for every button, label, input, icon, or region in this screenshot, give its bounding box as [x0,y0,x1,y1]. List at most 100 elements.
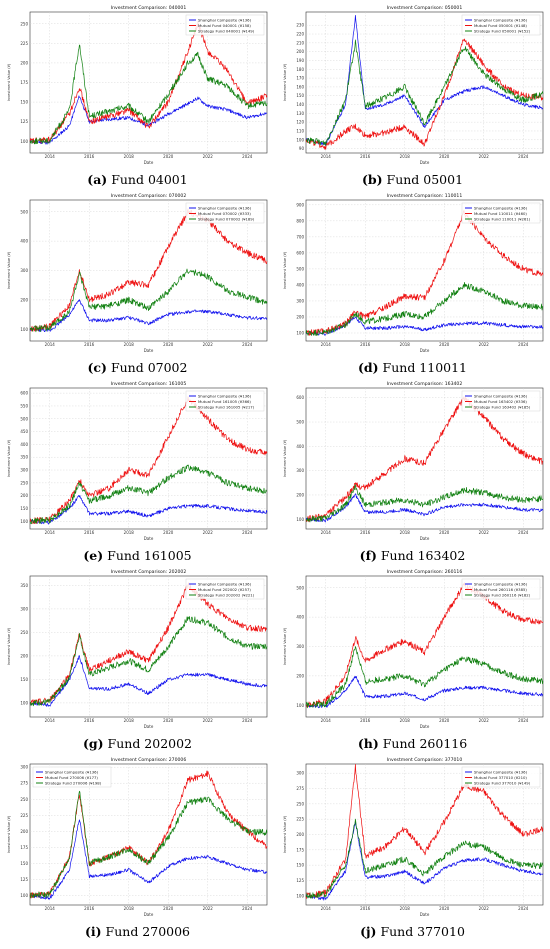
x-tick-label: 2016 [360,154,371,159]
legend-entry-2: Mutual Fund 260116 (¥385) [474,587,527,592]
series-line-1 [305,14,544,147]
series-line-1 [29,655,268,707]
legend-entry-3: Strategy Fund 163402 (¥185) [474,404,531,409]
y-axis-label: Investment Value (¥) [7,815,11,853]
x-tick-label: 2024 [242,718,253,723]
legend-entry-3: Strategy Fund 161005 (¥217) [198,404,255,409]
x-tick-label: 2018 [400,342,411,347]
x-tick-label: 2018 [400,154,411,159]
y-tick-label: 140 [296,102,304,107]
caption-h: (h) Fund 260116 [357,736,468,751]
legend-entry-1: Shanghai Composite (¥136) [198,17,252,22]
chart-panel-f: 100 200 300 400 500 600 2014 2016 2018 2020 2022 20… [280,378,546,543]
x-tick-label: 2022 [203,530,214,535]
y-tick-label: 190 [296,58,304,63]
y-tick-label: 200 [20,829,28,834]
y-tick-label: 600 [296,250,304,255]
y-tick-label: 300 [20,468,28,473]
legend-box [461,14,541,36]
legend-entry-1: Shanghai Composite (¥136) [45,769,99,774]
y-tick-label: 200 [20,297,28,302]
y-tick-label: 125 [20,877,28,882]
y-axis-label: Investment Value (¥) [7,439,11,477]
x-tick-label: 2020 [439,718,450,723]
series-line-2 [305,582,544,708]
legend-entry-3: Strategy Fund 270006 (¥198) [45,780,102,785]
y-tick-label: 100 [20,893,28,898]
plot-area [305,199,544,342]
y-tick-label: 100 [296,893,304,898]
y-tick-label: 300 [20,606,28,611]
series-line-3 [305,39,544,146]
chart-panel-e: 100 150 200 250 300 350 400 450 500 550 600 2014 201… [4,378,270,543]
y-tick-label: 900 [296,202,304,207]
x-tick-label: 2022 [479,906,490,911]
legend-box [461,202,541,224]
caption-i: (i) Fund 270006 [84,924,191,939]
chart-title: Investment Comparison: 377010 [387,757,463,763]
legend: Shanghai Composite (¥136)Mutual Fund 202… [185,578,265,600]
x-tick-label: 2014 [321,154,332,159]
y-tick-label: 300 [20,268,28,273]
chart-title: Investment Comparison: 110011 [387,193,463,199]
x-tick-label: 2022 [479,154,490,159]
y-tick-label: 600 [296,395,304,400]
chart-panel-a: 100 125 150 175 200 225 250 2014 2016 2018 2020 202… [4,2,270,167]
series-line-3 [305,484,544,523]
y-axis-label: Investment Value (¥) [7,627,11,665]
series-line-2 [305,764,544,899]
x-tick-label: 2014 [45,906,56,911]
legend-entry-2: Mutual Fund 377010 (¥210) [474,775,527,780]
y-tick-label: 275 [20,781,28,786]
y-tick-label: 200 [296,673,304,678]
y-tick-label: 170 [296,76,304,81]
y-tick-label: 200 [20,493,28,498]
y-tick-label: 400 [20,239,28,244]
legend: Shanghai Composite (¥136)Mutual Fund 161… [185,390,265,412]
legend: Shanghai Composite (¥136)Mutual Fund 163… [461,390,541,412]
y-tick-label: 100 [20,519,28,524]
chart-panel-c: 100 200 300 400 500 2014 2016 2018 2020 2022 2024 I… [4,190,270,355]
y-tick-label: 210 [296,40,304,45]
y-tick-label: 175 [20,845,28,850]
y-tick-label: 500 [20,209,28,214]
x-tick-label: 2016 [84,154,95,159]
x-axis-label: Date [420,724,430,729]
legend-entry-2: Mutual Fund 202002 (¥257) [198,587,251,592]
y-tick-label: 110 [296,128,304,133]
x-tick-label: 2016 [360,342,371,347]
x-tick-label: 2020 [439,342,450,347]
x-tick-label: 2018 [124,718,135,723]
series-line-3 [29,44,268,145]
y-tick-label: 200 [296,314,304,319]
y-tick-label: 125 [296,878,304,883]
x-tick-label: 2018 [124,342,135,347]
legend-entry-2: Mutual Fund 270006 (¥177) [45,775,98,780]
y-tick-label: 130 [296,111,304,116]
x-tick-label: 2018 [124,530,135,535]
y-axis-label: Investment Value (¥) [283,251,287,289]
legend-entry-3: Strategy Fund 110011 (¥261) [474,216,531,221]
y-tick-label: 225 [20,813,28,818]
x-tick-label: 2016 [84,718,95,723]
x-tick-label: 2016 [360,906,371,911]
y-axis-label: Investment Value (¥) [7,251,11,289]
x-axis-label: Date [420,536,430,541]
legend: Shanghai Composite (¥136)Mutual Fund 070… [185,202,265,224]
series-line-3 [29,464,267,525]
y-tick-label: 300 [296,771,304,776]
x-tick-label: 2018 [124,906,135,911]
y-tick-label: 275 [296,786,304,791]
y-tick-label: 225 [296,817,304,822]
x-tick-label: 2020 [163,906,174,911]
y-tick-label: 700 [296,234,304,239]
x-axis-label: Date [144,724,154,729]
caption-a: (a) Fund 04001 [87,172,188,187]
x-tick-label: 2016 [360,718,371,723]
series-line-1 [29,299,268,333]
x-tick-label: 2020 [163,154,174,159]
legend-entry-1: Shanghai Composite (¥136) [474,581,528,586]
y-tick-label: 350 [20,583,28,588]
chart-title: Investment Comparison: 040001 [111,5,187,11]
y-tick-label: 550 [20,403,28,408]
